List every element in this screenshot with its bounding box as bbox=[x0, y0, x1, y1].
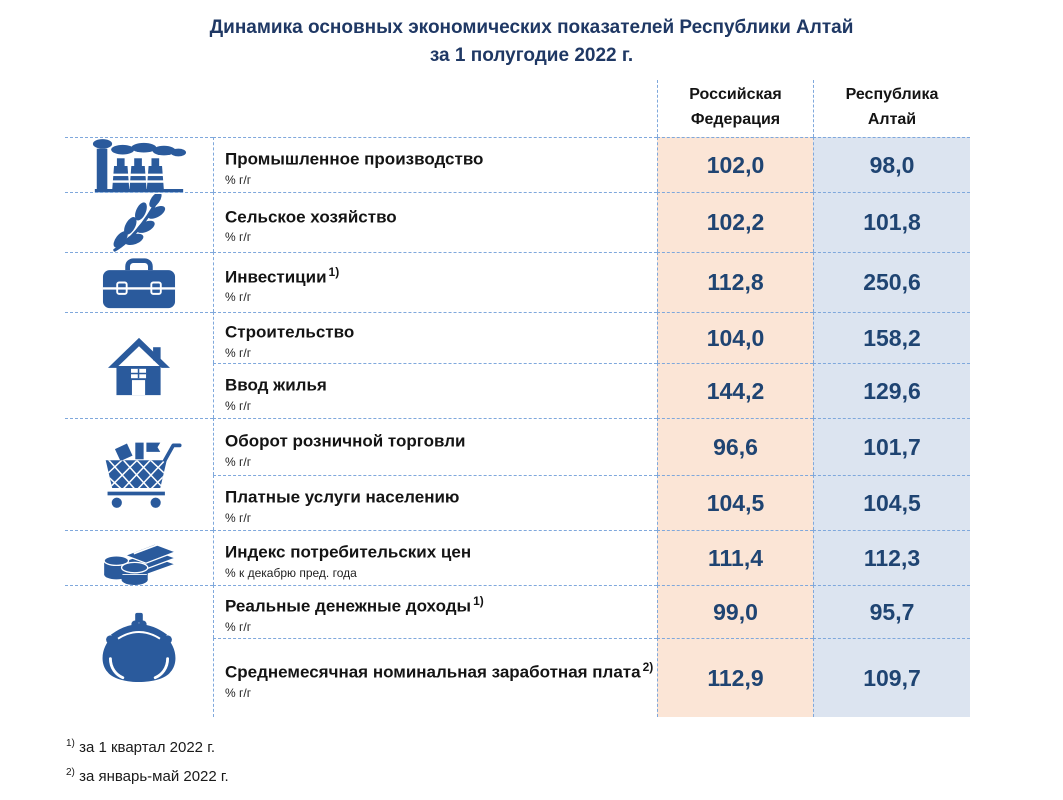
money-icon bbox=[65, 530, 213, 585]
indicator-unit: % г/г bbox=[225, 685, 252, 700]
value-rf: 104,5 bbox=[657, 475, 813, 530]
page-title-line2: за 1 полугодие 2022 г. bbox=[429, 45, 634, 66]
value-ra: 112,3 bbox=[813, 530, 970, 585]
value-rf: 102,0 bbox=[657, 137, 813, 192]
indicator-label: Промышленное производство % г/г bbox=[213, 137, 657, 192]
indicator-unit: % г/г bbox=[225, 345, 252, 360]
col-header-altai: Республика Алтай bbox=[813, 80, 970, 137]
footnotes: 1) за 1 квартал 2022 г. 2) за январь-май… bbox=[66, 731, 229, 789]
indicator-label: Реальные денежные доходы 1) % г/г bbox=[213, 585, 657, 638]
briefcase-icon bbox=[65, 252, 213, 312]
indicator-label: Среднемесячная номинальная заработная пл… bbox=[213, 638, 657, 717]
wheat-icon bbox=[65, 192, 213, 252]
indicator-label: Сельское хозяйство % г/г bbox=[213, 192, 657, 252]
value-rf: 96,6 bbox=[657, 418, 813, 475]
indicator-label: Ввод жилья % г/г bbox=[213, 363, 657, 418]
indicator-label: Оборот розничной торговли % г/г bbox=[213, 418, 657, 475]
indicator-unit: % г/г bbox=[225, 454, 252, 469]
purse-icon bbox=[65, 585, 213, 717]
value-rf: 99,0 bbox=[657, 585, 813, 638]
value-ra: 101,8 bbox=[813, 192, 970, 252]
indicator-unit: % г/г bbox=[225, 290, 252, 305]
col-header-russia: Российская Федерация bbox=[657, 80, 813, 137]
indicator-label: Индекс потребительских цен % к декабрю п… bbox=[213, 530, 657, 585]
value-rf: 144,2 bbox=[657, 363, 813, 418]
indicator-label: Строительство % г/г bbox=[213, 312, 657, 363]
indicator-unit: % г/г bbox=[225, 230, 252, 245]
value-ra: 95,7 bbox=[813, 585, 970, 638]
footnote-2: 2) за январь-май 2022 г. bbox=[66, 767, 229, 785]
value-rf: 112,9 bbox=[657, 638, 813, 717]
page-title-line1: Динамика основных экономических показате… bbox=[209, 17, 854, 38]
value-ra: 98,0 bbox=[813, 137, 970, 192]
indicator-label: Инвестиции 1) % г/г bbox=[213, 252, 657, 312]
indicator-unit: % г/г bbox=[225, 398, 252, 413]
value-ra: 104,5 bbox=[813, 475, 970, 530]
indicator-unit: % к декабрю пред. года bbox=[225, 565, 357, 580]
value-rf: 104,0 bbox=[657, 312, 813, 363]
indicator-label: Платные услуги населению % г/г bbox=[213, 475, 657, 530]
indicators-table: Российская Федерация Республика Алтай bbox=[65, 80, 970, 717]
footnote-1: 1) за 1 квартал 2022 г. bbox=[66, 738, 216, 756]
value-ra: 158,2 bbox=[813, 312, 970, 363]
value-rf: 111,4 bbox=[657, 530, 813, 585]
value-ra: 109,7 bbox=[813, 638, 970, 717]
indicator-unit: % г/г bbox=[225, 510, 252, 525]
indicator-unit: % г/г bbox=[225, 619, 252, 634]
house-icon bbox=[65, 312, 213, 418]
value-rf: 102,2 bbox=[657, 192, 813, 252]
value-rf: 112,8 bbox=[657, 252, 813, 312]
page-title: Динамика основных экономических показате… bbox=[0, 14, 1063, 70]
value-ra: 101,7 bbox=[813, 418, 970, 475]
factory-icon bbox=[65, 137, 213, 193]
cart-icon bbox=[65, 418, 213, 530]
value-ra: 129,6 bbox=[813, 363, 970, 418]
value-ra: 250,6 bbox=[813, 252, 970, 312]
indicator-unit: % г/г bbox=[225, 172, 252, 187]
